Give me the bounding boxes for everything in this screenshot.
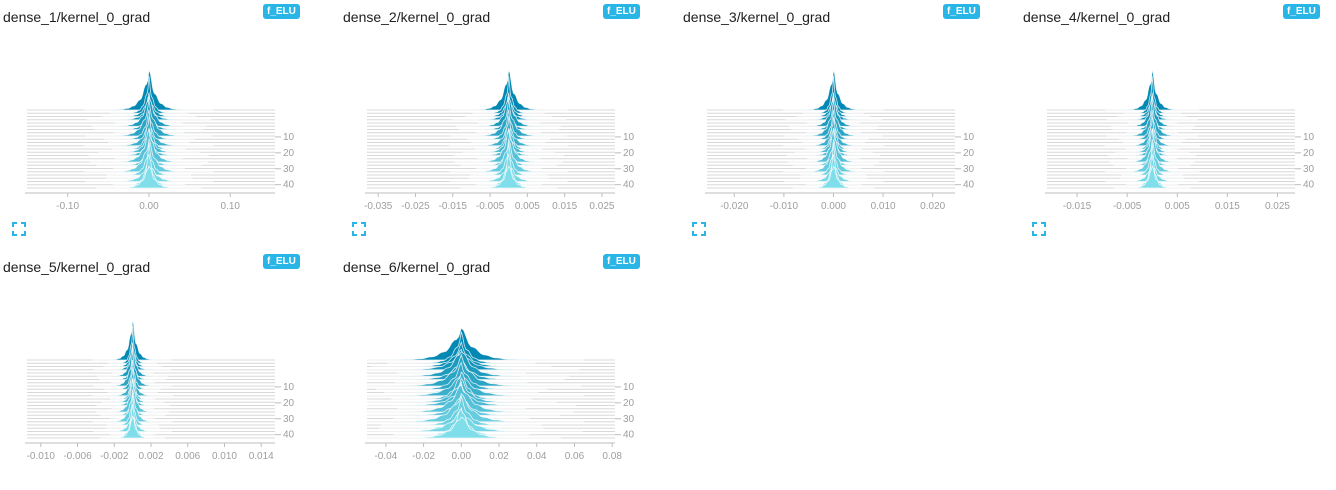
histogram-slice <box>1113 165 1191 189</box>
x-tick-label: 0.02 <box>489 451 509 462</box>
histogram-plot[interactable]: 10 20 30 40 -0.10 0.00 0.10 <box>0 28 310 228</box>
expand-icon[interactable] <box>352 222 366 236</box>
step-tick-label: 10 <box>283 132 295 143</box>
x-tick-label: 0.005 <box>1165 201 1190 212</box>
histogram-slice <box>96 165 202 189</box>
x-tick-label: 0.06 <box>565 451 585 462</box>
x-tick-label: -0.035 <box>364 201 393 212</box>
card-title: dense_3/kernel_0_grad <box>683 9 831 25</box>
histogram-card: dense_5/kernel_0_grad f_ELU 10 20 30 40 -0.010… <box>0 250 310 490</box>
card-title: dense_4/kernel_0_grad <box>1023 9 1171 25</box>
step-tick-label: 30 <box>963 164 975 175</box>
x-tick-label: -0.002 <box>100 451 129 462</box>
histogram-slice <box>792 165 875 189</box>
histogram-card: dense_2/kernel_0_grad f_ELU 10 20 30 40 -0.035… <box>340 0 650 240</box>
histogram-card: dense_6/kernel_0_grad f_ELU 10 20 30 40 -0.04 -… <box>337 250 650 490</box>
run-badge: f_ELU <box>603 254 640 269</box>
step-tick-label: 30 <box>1303 164 1315 175</box>
x-tick-label: -0.015 <box>1063 201 1092 212</box>
histogram-plot[interactable]: 10 20 30 40 -0.020 -0.010 0.000 0.010 0.020 <box>680 28 990 228</box>
step-tick-label: 30 <box>623 164 635 175</box>
histogram-plot[interactable]: 10 20 30 40 -0.04 -0.02 0.00 0.02 0.04 0.06 0.08 <box>337 278 650 478</box>
x-tick-label: -0.006 <box>63 451 92 462</box>
x-tick-label: 0.010 <box>212 451 237 462</box>
x-tick-label: 0.00 <box>139 201 159 212</box>
step-tick-label: 10 <box>963 132 975 143</box>
card-title: dense_1/kernel_0_grad <box>3 9 151 25</box>
x-tick-label: -0.005 <box>1113 201 1142 212</box>
x-tick-label: 0.025 <box>1265 201 1290 212</box>
run-badge: f_ELU <box>263 4 300 19</box>
x-tick-label: 0.002 <box>138 451 163 462</box>
histogram-card: dense_3/kernel_0_grad f_ELU 10 20 30 40 -0.020… <box>680 0 990 240</box>
x-tick-label: -0.010 <box>27 451 56 462</box>
step-tick-label: 30 <box>283 164 295 175</box>
x-tick-label: 0.015 <box>552 201 577 212</box>
x-tick-label: 0.015 <box>1215 201 1240 212</box>
x-tick-label: 0.00 <box>452 451 472 462</box>
expand-icon[interactable] <box>1032 222 1046 236</box>
histogram-card: dense_4/kernel_0_grad f_ELU 10 20 30 40 -0.015… <box>1020 0 1330 240</box>
run-badge: f_ELU <box>263 254 300 269</box>
step-tick-label: 20 <box>963 148 975 159</box>
card-title: dense_6/kernel_0_grad <box>343 259 491 275</box>
histogram-card: dense_1/kernel_0_grad f_ELU 10 20 30 40 -0.10 0… <box>0 0 310 240</box>
x-tick-label: 0.000 <box>821 201 846 212</box>
step-tick-label: 10 <box>1303 132 1315 143</box>
step-tick-label: 40 <box>283 430 295 441</box>
step-tick-label: 40 <box>623 180 635 191</box>
step-tick-label: 10 <box>623 382 635 393</box>
step-tick-label: 40 <box>963 180 975 191</box>
x-tick-label: -0.025 <box>401 201 430 212</box>
x-tick-label: 0.014 <box>249 451 274 462</box>
x-tick-label: 0.10 <box>221 201 241 212</box>
x-tick-label: 0.005 <box>515 201 540 212</box>
step-tick-label: 20 <box>283 398 295 409</box>
step-tick-label: 40 <box>1303 180 1315 191</box>
x-tick-label: -0.04 <box>374 451 397 462</box>
step-tick-label: 30 <box>283 414 295 425</box>
card-title: dense_2/kernel_0_grad <box>343 9 491 25</box>
x-tick-label: -0.10 <box>56 201 79 212</box>
step-tick-label: 20 <box>623 398 635 409</box>
run-badge: f_ELU <box>1283 4 1320 19</box>
step-tick-label: 20 <box>1303 148 1315 159</box>
run-badge: f_ELU <box>603 4 640 19</box>
x-tick-label: 0.006 <box>175 451 200 462</box>
x-tick-label: -0.020 <box>720 201 749 212</box>
histogram-plot[interactable]: 10 20 30 40 -0.015 -0.005 0.005 0.015 0.025 <box>1020 28 1330 228</box>
expand-icon[interactable] <box>692 222 706 236</box>
x-tick-label: 0.04 <box>527 451 547 462</box>
histogram-slice <box>100 415 166 439</box>
x-tick-label: -0.010 <box>770 201 799 212</box>
histogram-slice <box>460 165 558 189</box>
x-tick-label: -0.02 <box>412 451 435 462</box>
step-tick-label: 10 <box>623 132 635 143</box>
x-tick-label: 0.010 <box>871 201 896 212</box>
x-tick-label: 0.08 <box>602 451 622 462</box>
histogram-slice <box>361 416 562 439</box>
expand-icon[interactable] <box>12 222 26 236</box>
histogram-plot[interactable]: 10 20 30 40 -0.010 -0.006 -0.002 0.002 0.006 0.01… <box>0 278 310 478</box>
step-tick-label: 30 <box>623 414 635 425</box>
step-tick-label: 10 <box>283 382 295 393</box>
x-tick-label: 0.025 <box>589 201 614 212</box>
step-tick-label: 40 <box>623 430 635 441</box>
card-title: dense_5/kernel_0_grad <box>3 259 151 275</box>
run-badge: f_ELU <box>943 4 980 19</box>
step-tick-label: 20 <box>283 148 295 159</box>
x-tick-label: 0.020 <box>920 201 945 212</box>
histogram-plot[interactable]: 10 20 30 40 -0.035 -0.025 -0.015 -0.005 0.005 0.0… <box>340 28 650 228</box>
step-tick-label: 40 <box>283 180 295 191</box>
x-tick-label: -0.005 <box>476 201 505 212</box>
x-tick-label: -0.015 <box>439 201 468 212</box>
step-tick-label: 20 <box>623 148 635 159</box>
